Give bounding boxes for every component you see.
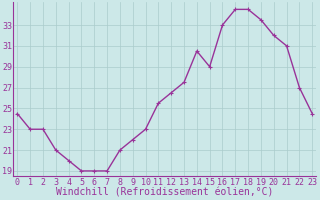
X-axis label: Windchill (Refroidissement éolien,°C): Windchill (Refroidissement éolien,°C): [56, 188, 274, 198]
